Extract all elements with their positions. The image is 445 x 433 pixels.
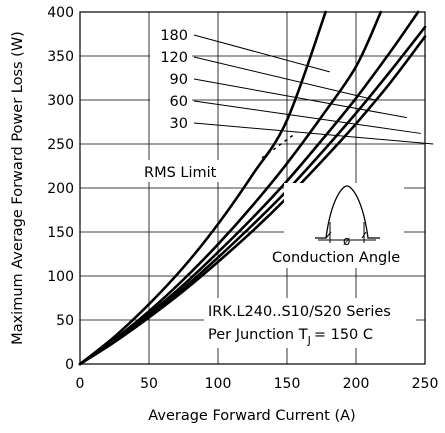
y-tick-label: 200 [47, 181, 74, 197]
x-tick-label: 50 [140, 376, 158, 392]
rms-limit-label: RMS Limit [144, 165, 217, 181]
x-tick-label: 200 [343, 376, 370, 392]
curve-label-180: 180 [160, 28, 188, 44]
x-tick-label: 100 [205, 376, 232, 392]
curve-label-30: 30 [170, 116, 188, 132]
curves [78, 10, 427, 366]
y-tick-labels: 0 50 100 150 200 250 300 350 400 [47, 5, 74, 373]
y-tick-label: 150 [47, 225, 74, 241]
y-tick-label: 50 [56, 313, 74, 329]
curve-labels: 180 120 90 60 30 [150, 18, 434, 145]
y-tick-label: 300 [47, 93, 74, 109]
y-tick-label: 400 [47, 5, 74, 21]
half-sine-waveform [315, 185, 380, 239]
label-backing [150, 18, 192, 130]
y-tick-label: 250 [47, 137, 74, 153]
leader-line-60 [193, 100, 421, 134]
series-name-label: IRK.L240..S10/S20 Series [208, 304, 391, 320]
conduction-angle-label: Conduction Angle [272, 250, 400, 266]
plot-frame [79, 11, 426, 365]
y-tick-label: 350 [47, 49, 74, 65]
y-tick-label: 100 [47, 269, 74, 285]
junction-temp-label: Per Junction TJ = 150 C [208, 327, 373, 347]
curve-30 [78, 35, 427, 366]
x-axis-title: Average Forward Current (A) [148, 408, 355, 424]
leader-line-30 [193, 122, 434, 145]
curve-label-120: 120 [160, 50, 188, 66]
curve-label-60: 60 [170, 94, 188, 110]
y-axis-title: Maximum Average Forward Power Loss (W) [10, 31, 26, 345]
x-tick-label: 150 [274, 376, 301, 392]
x-tick-label: 250 [412, 376, 439, 392]
series-annotation: IRK.L240..S10/S20 Series Per Junction TJ… [204, 298, 416, 348]
curve-label-90: 90 [170, 72, 188, 88]
x-tick-labels: 0 50 100 150 200 250 [76, 376, 439, 392]
x-tick-label: 0 [76, 376, 85, 392]
conduction-angle-inset: ø Conduction Angle [268, 183, 418, 268]
curve-180 [78, 10, 327, 366]
leader-line-120 [193, 56, 376, 101]
leader-line-90 [193, 78, 408, 119]
y-tick-label: 0 [65, 357, 74, 373]
phi-symbol: ø [343, 234, 350, 248]
leader-line-180 [193, 34, 330, 73]
